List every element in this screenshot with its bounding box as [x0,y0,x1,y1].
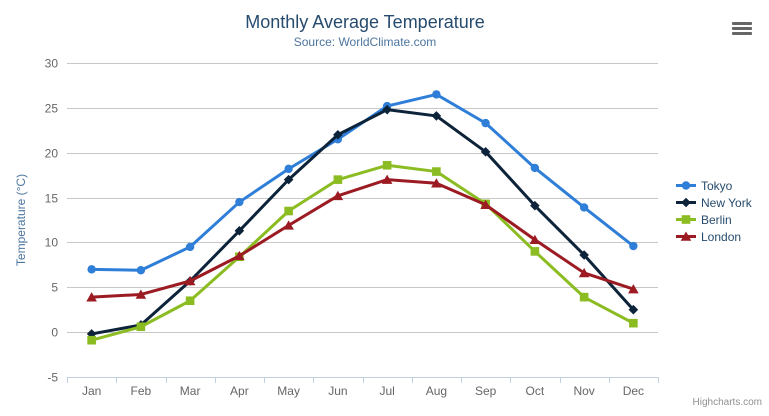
svg-text:Nov: Nov [573,384,594,398]
chart-subtitle: Source: WorldClimate.com [293,35,437,49]
svg-text:0: 0 [51,326,58,340]
svg-text:5: 5 [51,281,58,295]
legend-item-berlin[interactable]: Berlin [675,211,752,228]
svg-text:Jul: Jul [379,384,394,398]
legend-label: Tokyo [701,178,733,193]
london-line-marker-icon [676,231,696,241]
chart-title: Monthly Average Temperature [245,12,485,32]
svg-text:Jan: Jan [82,384,101,398]
svg-text:Dec: Dec [623,384,644,398]
svg-text:May: May [277,384,300,398]
y-axis-title: Temperature (°C) [14,174,28,266]
svg-text:10: 10 [45,236,59,250]
svg-text:Mar: Mar [180,384,201,398]
credits-link[interactable]: Highcharts.com [692,397,762,408]
svg-text:-5: -5 [47,371,58,385]
legend-item-london[interactable]: London [675,228,752,245]
legend: Tokyo New York Berlin London [675,177,752,245]
svg-text:20: 20 [45,147,59,161]
svg-text:Jun: Jun [328,384,347,398]
legend-label: London [701,229,742,244]
svg-text:15: 15 [45,192,59,206]
svg-text:Oct: Oct [526,384,545,398]
new-york-line-marker-icon [676,197,696,208]
svg-text:Apr: Apr [230,384,249,398]
legend-item-new-york[interactable]: New York [675,194,752,211]
svg-text:25: 25 [45,102,59,116]
svg-text:Aug: Aug [426,384,447,398]
context-menu-button[interactable] [730,19,754,37]
svg-text:Sep: Sep [475,384,497,398]
berlin-line-marker-icon [676,215,696,224]
tokyo-line-marker-icon [676,181,696,190]
legend-item-tokyo[interactable]: Tokyo [675,177,752,194]
svg-text:30: 30 [45,57,59,71]
legend-label: New York [701,195,752,210]
legend-label: Berlin [701,212,732,227]
svg-text:Feb: Feb [131,384,152,398]
